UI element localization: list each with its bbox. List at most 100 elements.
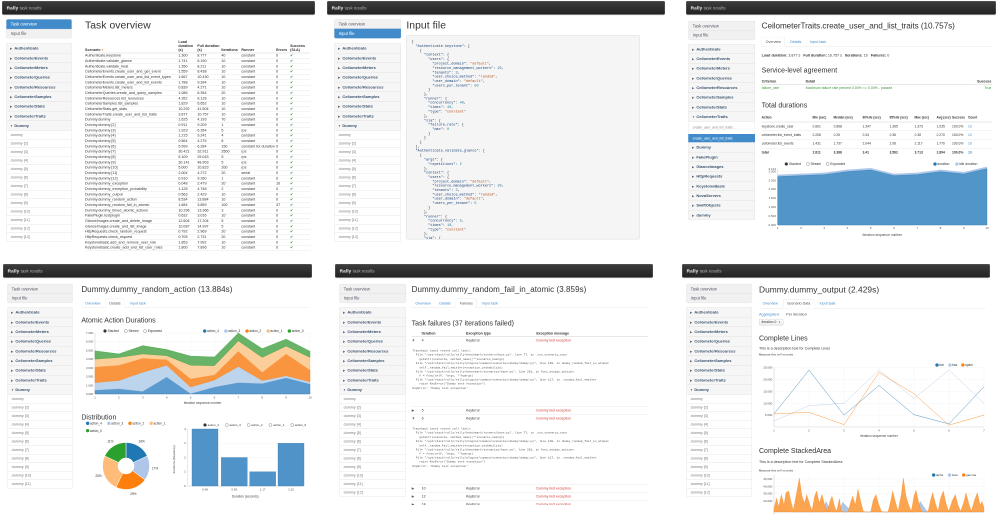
svg-text:5: 5 <box>913 428 915 432</box>
svg-text:1.500: 1.500 <box>769 196 777 200</box>
svg-text:5: 5 <box>870 226 872 230</box>
svg-text:Iterations (frequency): Iterations (frequency) <box>172 445 176 473</box>
svg-text:0.48: 0.48 <box>202 487 208 491</box>
svg-text:2: 2 <box>184 455 186 459</box>
svg-text:0.500: 0.500 <box>769 214 777 218</box>
svg-text:action_0: action_0 <box>292 329 304 333</box>
svg-text:3: 3 <box>142 395 144 399</box>
svg-text:6: 6 <box>948 428 950 432</box>
svg-text:duration: duration <box>937 162 949 166</box>
svg-text:spam: spam <box>965 363 973 367</box>
svg-text:10,000: 10,000 <box>763 401 772 405</box>
svg-text:action_2: action_2 <box>251 423 263 427</box>
svg-text:11%: 11% <box>107 439 113 443</box>
svg-text:45,000: 45,000 <box>763 477 772 481</box>
svg-text:30,000: 30,000 <box>763 499 772 503</box>
svg-text:1: 1 <box>777 226 779 230</box>
svg-text:8: 8 <box>940 226 942 230</box>
svg-text:action_2: action_2 <box>132 421 144 425</box>
svg-text:alpha: alpha <box>936 473 944 477</box>
svg-text:action_0: action_0 <box>90 429 102 433</box>
svg-text:1: 1 <box>184 470 186 474</box>
svg-text:Iteration sequence number: Iteration sequence number <box>860 434 898 438</box>
svg-text:35,000: 35,000 <box>763 492 772 496</box>
svg-text:3: 3 <box>823 226 825 230</box>
svg-text:7: 7 <box>983 428 985 432</box>
svg-text:17%: 17% <box>152 467 159 471</box>
svg-text:1.17: 1.17 <box>260 487 266 491</box>
svg-text:1: 1 <box>773 428 775 432</box>
svg-text:7: 7 <box>916 226 918 230</box>
svg-text:2: 2 <box>118 395 120 399</box>
svg-text:0.83: 0.83 <box>231 487 237 491</box>
svg-text:3.000: 3.000 <box>86 366 94 370</box>
svg-text:action_2: action_2 <box>249 329 261 333</box>
svg-text:Stream: Stream <box>810 162 821 166</box>
svg-text:9: 9 <box>285 395 287 399</box>
svg-text:1.000: 1.000 <box>769 205 777 209</box>
svg-text:10: 10 <box>985 226 989 230</box>
svg-text:4: 4 <box>166 395 168 399</box>
svg-text:1.000: 1.000 <box>86 383 94 387</box>
svg-text:5,000: 5,000 <box>765 413 773 417</box>
svg-text:action_4: action_4 <box>207 329 219 333</box>
svg-text:action_3: action_3 <box>229 423 241 427</box>
svg-text:4: 4 <box>878 428 880 432</box>
svg-text:6.000: 6.000 <box>86 340 94 344</box>
svg-text:3: 3 <box>184 441 186 445</box>
svg-text:Stacked: Stacked <box>789 162 801 166</box>
svg-text:6: 6 <box>214 395 216 399</box>
svg-text:5: 5 <box>190 395 192 399</box>
svg-text:beta: beta <box>952 473 958 477</box>
svg-text:action_0: action_0 <box>295 423 307 427</box>
svg-text:4: 4 <box>184 427 186 431</box>
svg-text:1: 1 <box>94 395 96 399</box>
svg-text:6: 6 <box>893 226 895 230</box>
svg-text:Expanded: Expanded <box>830 162 845 166</box>
svg-text:29%: 29% <box>130 492 137 496</box>
svg-text:action_4: action_4 <box>90 421 102 425</box>
svg-text:Expanded: Expanded <box>148 329 162 333</box>
svg-text:Iteration sequence number: Iteration sequence number <box>863 233 903 237</box>
svg-text:baz: baz <box>952 363 958 367</box>
svg-text:8: 8 <box>261 395 263 399</box>
svg-text:5.000: 5.000 <box>86 348 94 352</box>
svg-text:0.000: 0.000 <box>86 392 94 396</box>
svg-text:Stream: Stream <box>129 329 140 333</box>
svg-text:action_3: action_3 <box>228 329 240 333</box>
svg-text:gamma: gamma <box>966 473 976 477</box>
svg-text:7.000: 7.000 <box>86 331 94 335</box>
svg-text:25%: 25% <box>95 474 102 478</box>
svg-text:10: 10 <box>308 395 312 399</box>
svg-text:action_1: action_1 <box>271 329 283 333</box>
svg-text:idle duration: idle duration <box>959 162 977 166</box>
svg-text:action_1: action_1 <box>154 421 166 425</box>
svg-text:Duration (seconds): Duration (seconds) <box>232 494 259 498</box>
svg-text:7: 7 <box>237 395 239 399</box>
svg-text:2.000: 2.000 <box>769 187 777 191</box>
svg-text:4.000: 4.000 <box>86 357 94 361</box>
svg-text:Iteration sequence number: Iteration sequence number <box>184 401 222 405</box>
svg-text:Stacked: Stacked <box>108 329 120 333</box>
svg-text:4: 4 <box>847 226 849 230</box>
svg-text:40,000: 40,000 <box>763 484 772 488</box>
svg-text:action_4: action_4 <box>208 423 220 427</box>
svg-text:9: 9 <box>963 226 965 230</box>
svg-text:2: 2 <box>808 428 810 432</box>
svg-text:1.52: 1.52 <box>288 487 294 491</box>
svg-text:25,000: 25,000 <box>763 366 772 370</box>
svg-text:3.000: 3.000 <box>769 169 777 173</box>
svg-text:2.500: 2.500 <box>769 178 777 182</box>
svg-text:3: 3 <box>843 428 845 432</box>
svg-text:2: 2 <box>800 226 802 230</box>
svg-text:15,000: 15,000 <box>763 389 772 393</box>
svg-text:action_1: action_1 <box>273 423 285 427</box>
svg-text:action_3: action_3 <box>111 421 123 425</box>
svg-text:20,000: 20,000 <box>763 378 772 382</box>
svg-text:18%: 18% <box>138 439 145 443</box>
svg-text:2.000: 2.000 <box>86 375 94 379</box>
svg-text:3.134: 3.134 <box>769 167 777 171</box>
svg-text:0: 0 <box>184 484 186 488</box>
svg-text:bar: bar <box>939 363 944 367</box>
svg-text:0.000: 0.000 <box>769 223 777 227</box>
